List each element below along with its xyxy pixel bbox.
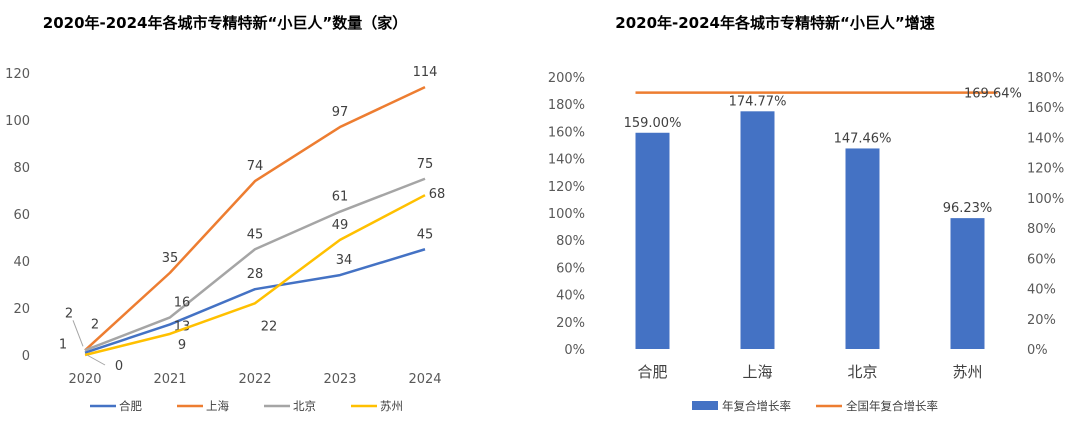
y-tick-label: 60: [13, 208, 30, 223]
leader-line: [72, 320, 84, 347]
data-label: 22: [261, 319, 278, 334]
reference-line-label: 169.64%: [964, 87, 1022, 102]
y-left-tick-label: 180%: [548, 98, 585, 113]
bar-chart-title: 2020年-2024年各城市专精特新“小巨人”增速: [615, 14, 934, 32]
data-label: 49: [332, 218, 349, 233]
legend-swatch-bar: [692, 401, 718, 410]
y-left-tick-label: 120%: [548, 180, 585, 195]
legend-label: 上海: [206, 399, 229, 413]
data-label: 61: [332, 190, 349, 205]
y-left-tick-label: 140%: [548, 153, 585, 168]
y-right-tick-label: 180%: [1027, 71, 1064, 86]
x-tick-label: 2020: [68, 372, 101, 387]
y-left-tick-label: 160%: [548, 125, 585, 140]
series-line-合肥: [84, 248, 426, 354]
data-label: 45: [417, 227, 434, 242]
series-line-上海: [84, 85, 426, 352]
bar-chart: 2020年-2024年各城市专精特新“小巨人”增速 0% 20% 40% 60% 80%…: [548, 14, 1064, 413]
y-left-tick-label: 80%: [556, 234, 585, 249]
data-label: 68: [429, 187, 446, 202]
y-right-tick-label: 0%: [1027, 343, 1048, 358]
data-label: 2: [65, 306, 73, 321]
bar-苏州: [950, 218, 985, 349]
bar-合肥: [635, 132, 670, 349]
bar-value-label: 147.46%: [834, 131, 892, 146]
legend-label: 苏州: [380, 399, 403, 413]
bar-value-label: 159.00%: [624, 116, 682, 131]
legend-label: 北京: [293, 399, 316, 413]
y-tick-label: 20: [13, 302, 30, 317]
data-label: 0: [115, 359, 123, 374]
legend-label: 全国年复合增长率: [846, 399, 938, 413]
x-tick-label: 2022: [238, 372, 271, 387]
x-tick-label: 2024: [408, 372, 441, 387]
y-right-tick-label: 60%: [1027, 252, 1056, 267]
y-tick-label: 0: [22, 349, 30, 364]
data-label: 34: [336, 253, 353, 268]
series-line-北京: [84, 177, 426, 352]
data-label: 16: [174, 295, 191, 310]
y-left-tick-label: 200%: [548, 71, 585, 86]
series-line-苏州: [84, 194, 426, 357]
legend-label: 年复合增长率: [722, 399, 791, 413]
line-chart: 2020年-2024年各城市专精特新“小巨人”数量（家） 02040608010…: [5, 14, 446, 413]
bar-北京: [845, 148, 880, 349]
data-label: 97: [332, 105, 349, 120]
data-label: 2: [91, 317, 99, 332]
y-right-tick-label: 100%: [1027, 192, 1064, 207]
x-tick-label: 合肥: [637, 363, 667, 381]
data-label: 9: [178, 338, 186, 353]
y-right-tick-label: 120%: [1027, 162, 1064, 177]
bar-value-label: 96.23%: [943, 201, 993, 216]
x-tick-label: 上海: [742, 363, 772, 381]
y-tick-label: 40: [13, 255, 30, 270]
x-tick-label: 北京: [847, 363, 877, 381]
data-label: 35: [162, 251, 179, 266]
y-right-tick-label: 40%: [1027, 283, 1056, 298]
bar-上海: [740, 111, 775, 349]
y-left-tick-label: 60%: [556, 261, 585, 276]
y-left-tick-label: 100%: [548, 207, 585, 222]
y-tick-label: 120: [5, 67, 30, 82]
data-label: 114: [413, 65, 438, 80]
data-label: 74: [247, 159, 264, 174]
y-left-tick-label: 0%: [564, 343, 585, 358]
y-right-tick-label: 80%: [1027, 222, 1056, 237]
leader-line: [86, 354, 106, 366]
y-left-tick-label: 20%: [556, 316, 585, 331]
y-left-tick-label: 40%: [556, 289, 585, 304]
data-label: 28: [247, 267, 264, 282]
y-tick-label: 100: [5, 114, 30, 129]
legend-label: 合肥: [119, 399, 142, 413]
y-right-tick-label: 160%: [1027, 101, 1064, 116]
x-tick-label: 苏州: [952, 363, 982, 381]
bar-value-label: 174.77%: [729, 94, 787, 109]
x-tick-label: 2023: [323, 372, 356, 387]
data-label: 45: [247, 227, 264, 242]
line-chart-title: 2020年-2024年各城市专精特新“小巨人”数量（家）: [43, 14, 407, 32]
data-label: 75: [417, 157, 434, 172]
y-right-tick-label: 20%: [1027, 313, 1056, 328]
y-tick-label: 80: [13, 161, 30, 176]
data-label: 1: [59, 338, 67, 353]
x-tick-label: 2021: [153, 372, 186, 387]
y-right-tick-label: 140%: [1027, 131, 1064, 146]
